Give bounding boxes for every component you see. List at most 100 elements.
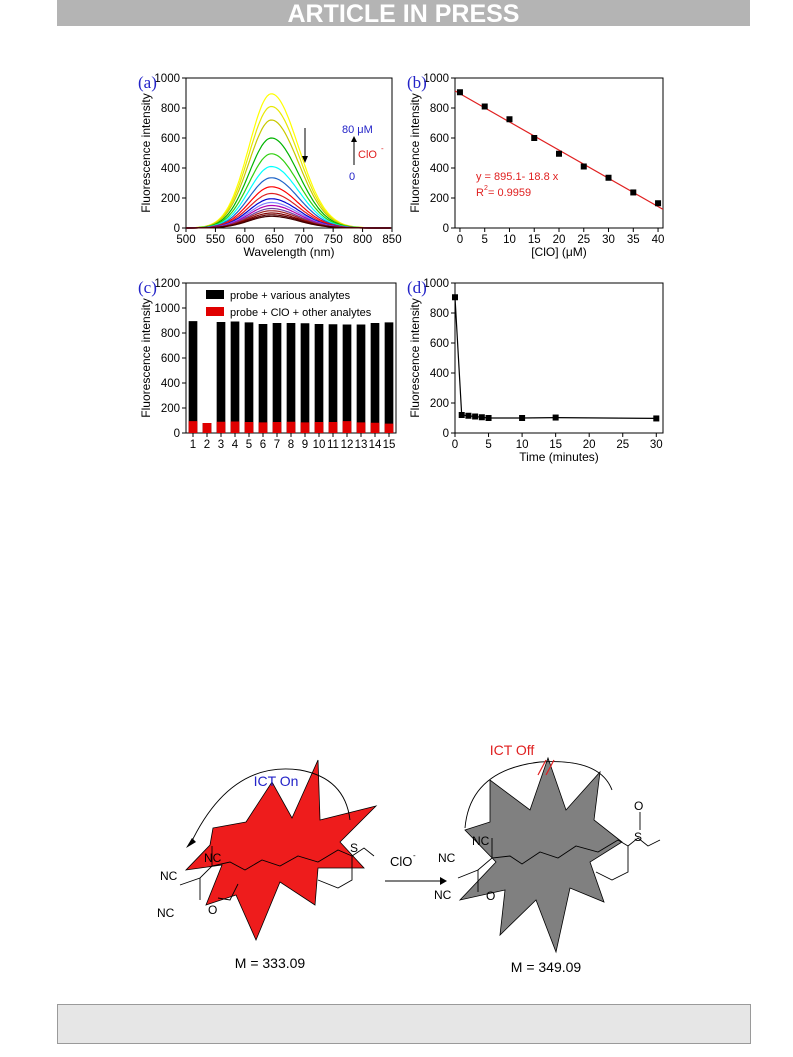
y-axis-title: Fluorescence intensity	[408, 298, 422, 417]
ict-off-arc	[464, 761, 613, 829]
kinetics-point-0	[452, 294, 458, 301]
bar-black-15	[384, 322, 394, 433]
bar-red-6	[258, 422, 268, 433]
bar-black-4	[230, 321, 240, 433]
bar-red-15	[384, 423, 394, 433]
kinetics-point-6	[519, 415, 526, 421]
category-label: 5	[246, 439, 252, 451]
bar-red-11	[328, 422, 338, 433]
ict-off-break-2	[545, 759, 555, 776]
x-tick-label: 850	[382, 234, 401, 246]
left-o-atom: O	[208, 903, 217, 917]
bar-black-8	[286, 323, 296, 433]
y-tick-label: 200	[430, 398, 449, 410]
y-tick-label: 800	[430, 308, 449, 320]
data-point-8	[655, 200, 662, 207]
kinetics-point-4	[478, 414, 485, 421]
bar-black-6	[258, 324, 268, 433]
x-tick-label: 700	[294, 234, 313, 246]
chart-panel-b: 0 200 400 600 800 1000 0 5 10 15 20 25 30 35 40 Fluores…	[407, 73, 664, 259]
r-squared-value: = 0.9959	[488, 187, 531, 199]
x-axis-title: Wavelength (nm)	[244, 245, 335, 259]
fit-equation: y = 895.1- 18.8 x	[476, 171, 559, 183]
bar-red-10	[314, 422, 324, 433]
y-tick-label: 0	[443, 428, 449, 440]
x-tick-label: 5	[485, 439, 491, 451]
category-label: 13	[355, 439, 368, 451]
reagent-label: ClO	[390, 854, 412, 869]
left-nc-bottom: NC	[157, 906, 175, 920]
right-molecule	[457, 812, 661, 892]
x-tick-label: 550	[206, 234, 225, 246]
data-point-6	[605, 174, 612, 181]
data-point-5	[580, 163, 587, 170]
bar-red-3	[216, 421, 226, 433]
category-label: 7	[274, 439, 280, 451]
kinetics-point-5	[485, 415, 492, 421]
legend-label-1: probe + ClO + other analytes	[230, 307, 372, 319]
r-squared-prefix: R	[476, 187, 484, 199]
kinetics-point-7	[552, 414, 559, 421]
x-tick-label: 15	[528, 234, 541, 246]
right-o-atom: O	[486, 889, 495, 903]
spectrum-line-16	[186, 215, 391, 229]
right-mass-label: M = 349.09	[511, 959, 582, 975]
category-label: 2	[204, 439, 210, 451]
category-label: 9	[302, 439, 308, 451]
x-tick-label: 40	[652, 234, 665, 246]
bar-red-4	[230, 421, 240, 433]
left-mass-label: M = 333.09	[235, 955, 306, 971]
y-axis-title: Fluorescence intensity	[408, 93, 422, 212]
plot-frame	[185, 77, 393, 229]
y-tick-label: 1200	[154, 278, 180, 290]
ict-off-break-1	[537, 759, 547, 776]
fit-line	[454, 90, 664, 210]
bar-red-1	[188, 421, 198, 433]
y-tick-label: 0	[174, 223, 180, 235]
y-tick-label: 400	[430, 368, 449, 380]
category-label: 10	[313, 439, 326, 451]
kinetics-point-3	[472, 413, 479, 420]
category-label: 12	[341, 439, 354, 451]
y-axis-title: Fluorescence intensity	[139, 298, 153, 417]
left-s-atom: S	[350, 841, 358, 855]
bar-black-12	[342, 324, 352, 433]
x-axis-title: Time (minutes)	[519, 450, 599, 464]
r-squared-exponent: 2	[484, 185, 488, 192]
y-tick-label: 400	[430, 163, 449, 175]
x-tick-label: 15	[549, 439, 562, 451]
kinetics-point-1	[458, 412, 465, 418]
legend-swatch-0	[206, 290, 224, 299]
reaction-arrowhead	[440, 877, 447, 885]
y-tick-label: 1000	[154, 73, 180, 85]
data-point-4	[556, 150, 562, 157]
x-tick-label: 0	[452, 439, 458, 451]
x-tick-label: 500	[176, 234, 195, 246]
y-tick-label: 400	[161, 163, 180, 175]
right-nc-top: NC	[472, 834, 490, 848]
x-tick-label: 30	[602, 234, 615, 246]
y-tick-label: 0	[443, 223, 449, 235]
x-tick-label: 10	[516, 439, 529, 451]
x-tick-label: 650	[265, 234, 284, 246]
ict-on-arc	[189, 768, 351, 846]
left-star-shape	[184, 759, 378, 942]
x-tick-label: 750	[324, 234, 343, 246]
kinetics-point-8	[653, 415, 660, 422]
ict-on-arrowhead	[186, 838, 196, 848]
legend-label-0: probe + various analytes	[230, 290, 351, 302]
data-point-2	[506, 116, 513, 123]
bar-red-2	[202, 423, 212, 433]
y-tick-label: 800	[161, 103, 180, 115]
bar-black-7	[272, 323, 282, 433]
data-point-3	[531, 135, 538, 141]
x-tick-label: 800	[353, 234, 372, 246]
bar-red-7	[272, 422, 282, 433]
data-point-7	[630, 189, 637, 196]
bar-black-10	[314, 324, 324, 433]
category-label: 11	[327, 439, 339, 451]
x-axis-title: [ClO] (μM)	[531, 245, 587, 259]
bar-black-5	[244, 322, 254, 433]
y-tick-label: 600	[161, 353, 180, 365]
